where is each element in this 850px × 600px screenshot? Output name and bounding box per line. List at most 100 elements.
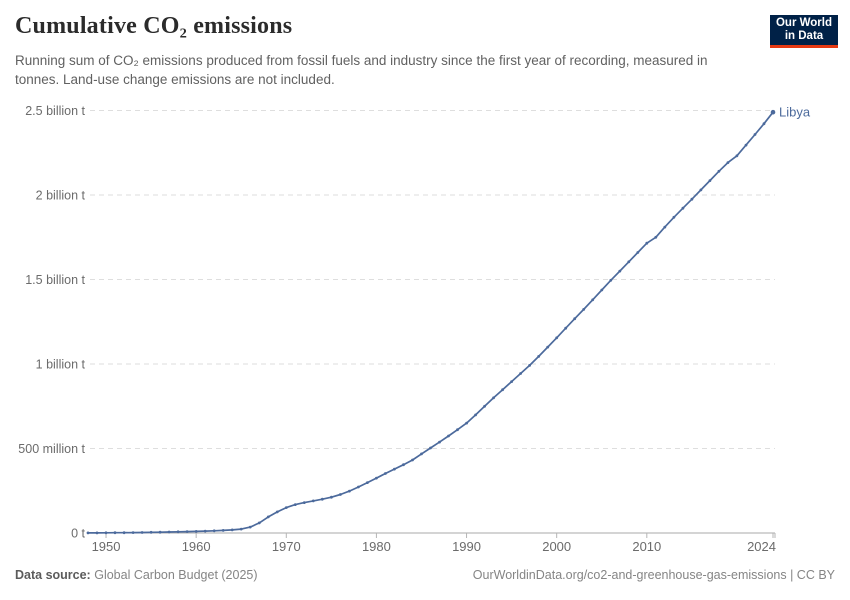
data-point[interactable]: [203, 529, 207, 533]
data-point[interactable]: [275, 510, 279, 514]
data-point[interactable]: [357, 485, 360, 489]
data-point[interactable]: [717, 169, 721, 173]
x-tick-label: 1990: [452, 539, 481, 554]
data-point[interactable]: [753, 133, 757, 136]
data-point[interactable]: [681, 206, 685, 210]
y-tick-label: 0 t: [71, 527, 85, 541]
data-point[interactable]: [131, 531, 135, 534]
data-point[interactable]: [546, 345, 550, 349]
data-point[interactable]: [348, 489, 351, 493]
data-point[interactable]: [311, 499, 315, 503]
data-point[interactable]: [104, 531, 108, 535]
attribution: OurWorldinData.org/co2-and-greenhouse-ga…: [472, 568, 835, 582]
data-point[interactable]: [95, 531, 99, 535]
data-point[interactable]: [663, 225, 667, 229]
data-point[interactable]: [122, 531, 126, 535]
data-point[interactable]: [284, 506, 288, 509]
data-point[interactable]: [248, 525, 252, 529]
y-tick-label: 500 million t: [18, 442, 85, 456]
data-point[interactable]: [339, 493, 342, 496]
data-point[interactable]: [645, 241, 649, 245]
x-tick-label: 2024: [747, 539, 776, 554]
y-tick-label: 2 billion t: [36, 189, 86, 203]
x-tick-label: 2000: [542, 539, 571, 554]
data-point[interactable]: [266, 515, 270, 519]
data-point[interactable]: [528, 364, 531, 367]
data-point[interactable]: [591, 298, 595, 302]
data-point[interactable]: [176, 530, 180, 534]
series-line-libya[interactable]: [87, 111, 774, 534]
data-point[interactable]: [555, 336, 559, 340]
data-source: Data source: Global Carbon Budget (2025): [15, 568, 258, 582]
data-point[interactable]: [293, 503, 297, 506]
data-point[interactable]: [501, 388, 504, 392]
data-point[interactable]: [158, 530, 162, 534]
x-tick-label: 1970: [272, 539, 301, 554]
y-tick-label: 1 billion t: [36, 358, 86, 372]
y-tick-label: 2.5 billion t: [25, 104, 85, 118]
data-source-label: Data source:: [15, 568, 91, 582]
data-point[interactable]: [618, 269, 622, 273]
data-point[interactable]: [456, 428, 459, 432]
data-point[interactable]: [447, 434, 450, 438]
data-point[interactable]: [654, 235, 658, 239]
data-point[interactable]: [564, 326, 568, 330]
data-point[interactable]: [465, 421, 468, 425]
data-point[interactable]: [167, 530, 171, 534]
data-point[interactable]: [636, 251, 640, 254]
data-source-value: Global Carbon Budget (2025): [94, 568, 258, 582]
owid-logo-line1: Our World: [775, 16, 832, 29]
data-point[interactable]: [735, 154, 739, 158]
data-point[interactable]: [402, 463, 405, 467]
data-point[interactable]: [492, 396, 495, 400]
data-point[interactable]: [672, 215, 676, 219]
data-point[interactable]: [770, 109, 776, 115]
data-point[interactable]: [627, 260, 631, 264]
data-point[interactable]: [194, 530, 198, 533]
data-point[interactable]: [185, 530, 189, 533]
x-tick-label: 1980: [362, 539, 391, 554]
data-point[interactable]: [483, 404, 486, 408]
data-point[interactable]: [420, 452, 423, 456]
x-tick-label: 2010: [632, 539, 661, 554]
data-point[interactable]: [600, 288, 604, 292]
data-point[interactable]: [384, 472, 387, 475]
data-point[interactable]: [474, 413, 477, 417]
owid-logo[interactable]: Our World in Data: [770, 15, 838, 48]
data-point[interactable]: [140, 531, 144, 534]
data-point[interactable]: [366, 481, 369, 484]
data-point[interactable]: [609, 278, 613, 282]
data-point[interactable]: [375, 476, 378, 480]
data-point[interactable]: [239, 527, 243, 531]
data-point[interactable]: [149, 530, 153, 534]
series-label-libya[interactable]: Libya: [779, 105, 811, 120]
data-point[interactable]: [86, 531, 90, 535]
data-point[interactable]: [690, 197, 694, 201]
data-point[interactable]: [519, 372, 522, 375]
data-point[interactable]: [393, 467, 396, 471]
data-point[interactable]: [221, 529, 225, 532]
data-point[interactable]: [762, 122, 766, 126]
data-point[interactable]: [320, 497, 324, 501]
data-point[interactable]: [113, 531, 117, 535]
data-point[interactable]: [257, 521, 261, 525]
data-point[interactable]: [744, 143, 748, 147]
data-point[interactable]: [212, 529, 216, 533]
data-point[interactable]: [302, 501, 306, 504]
data-point[interactable]: [438, 440, 441, 444]
data-point[interactable]: [582, 308, 586, 311]
data-point[interactable]: [726, 161, 730, 165]
data-point[interactable]: [537, 355, 541, 358]
x-tick-label: 1960: [182, 539, 211, 554]
chart-footer: Data source: Global Carbon Budget (2025)…: [15, 568, 835, 582]
data-point[interactable]: [573, 317, 577, 321]
data-point[interactable]: [708, 179, 712, 183]
data-point[interactable]: [429, 446, 432, 450]
data-point[interactable]: [510, 380, 513, 383]
data-point[interactable]: [411, 458, 414, 462]
data-point[interactable]: [330, 495, 333, 499]
data-point[interactable]: [699, 188, 703, 192]
data-point[interactable]: [230, 528, 234, 532]
